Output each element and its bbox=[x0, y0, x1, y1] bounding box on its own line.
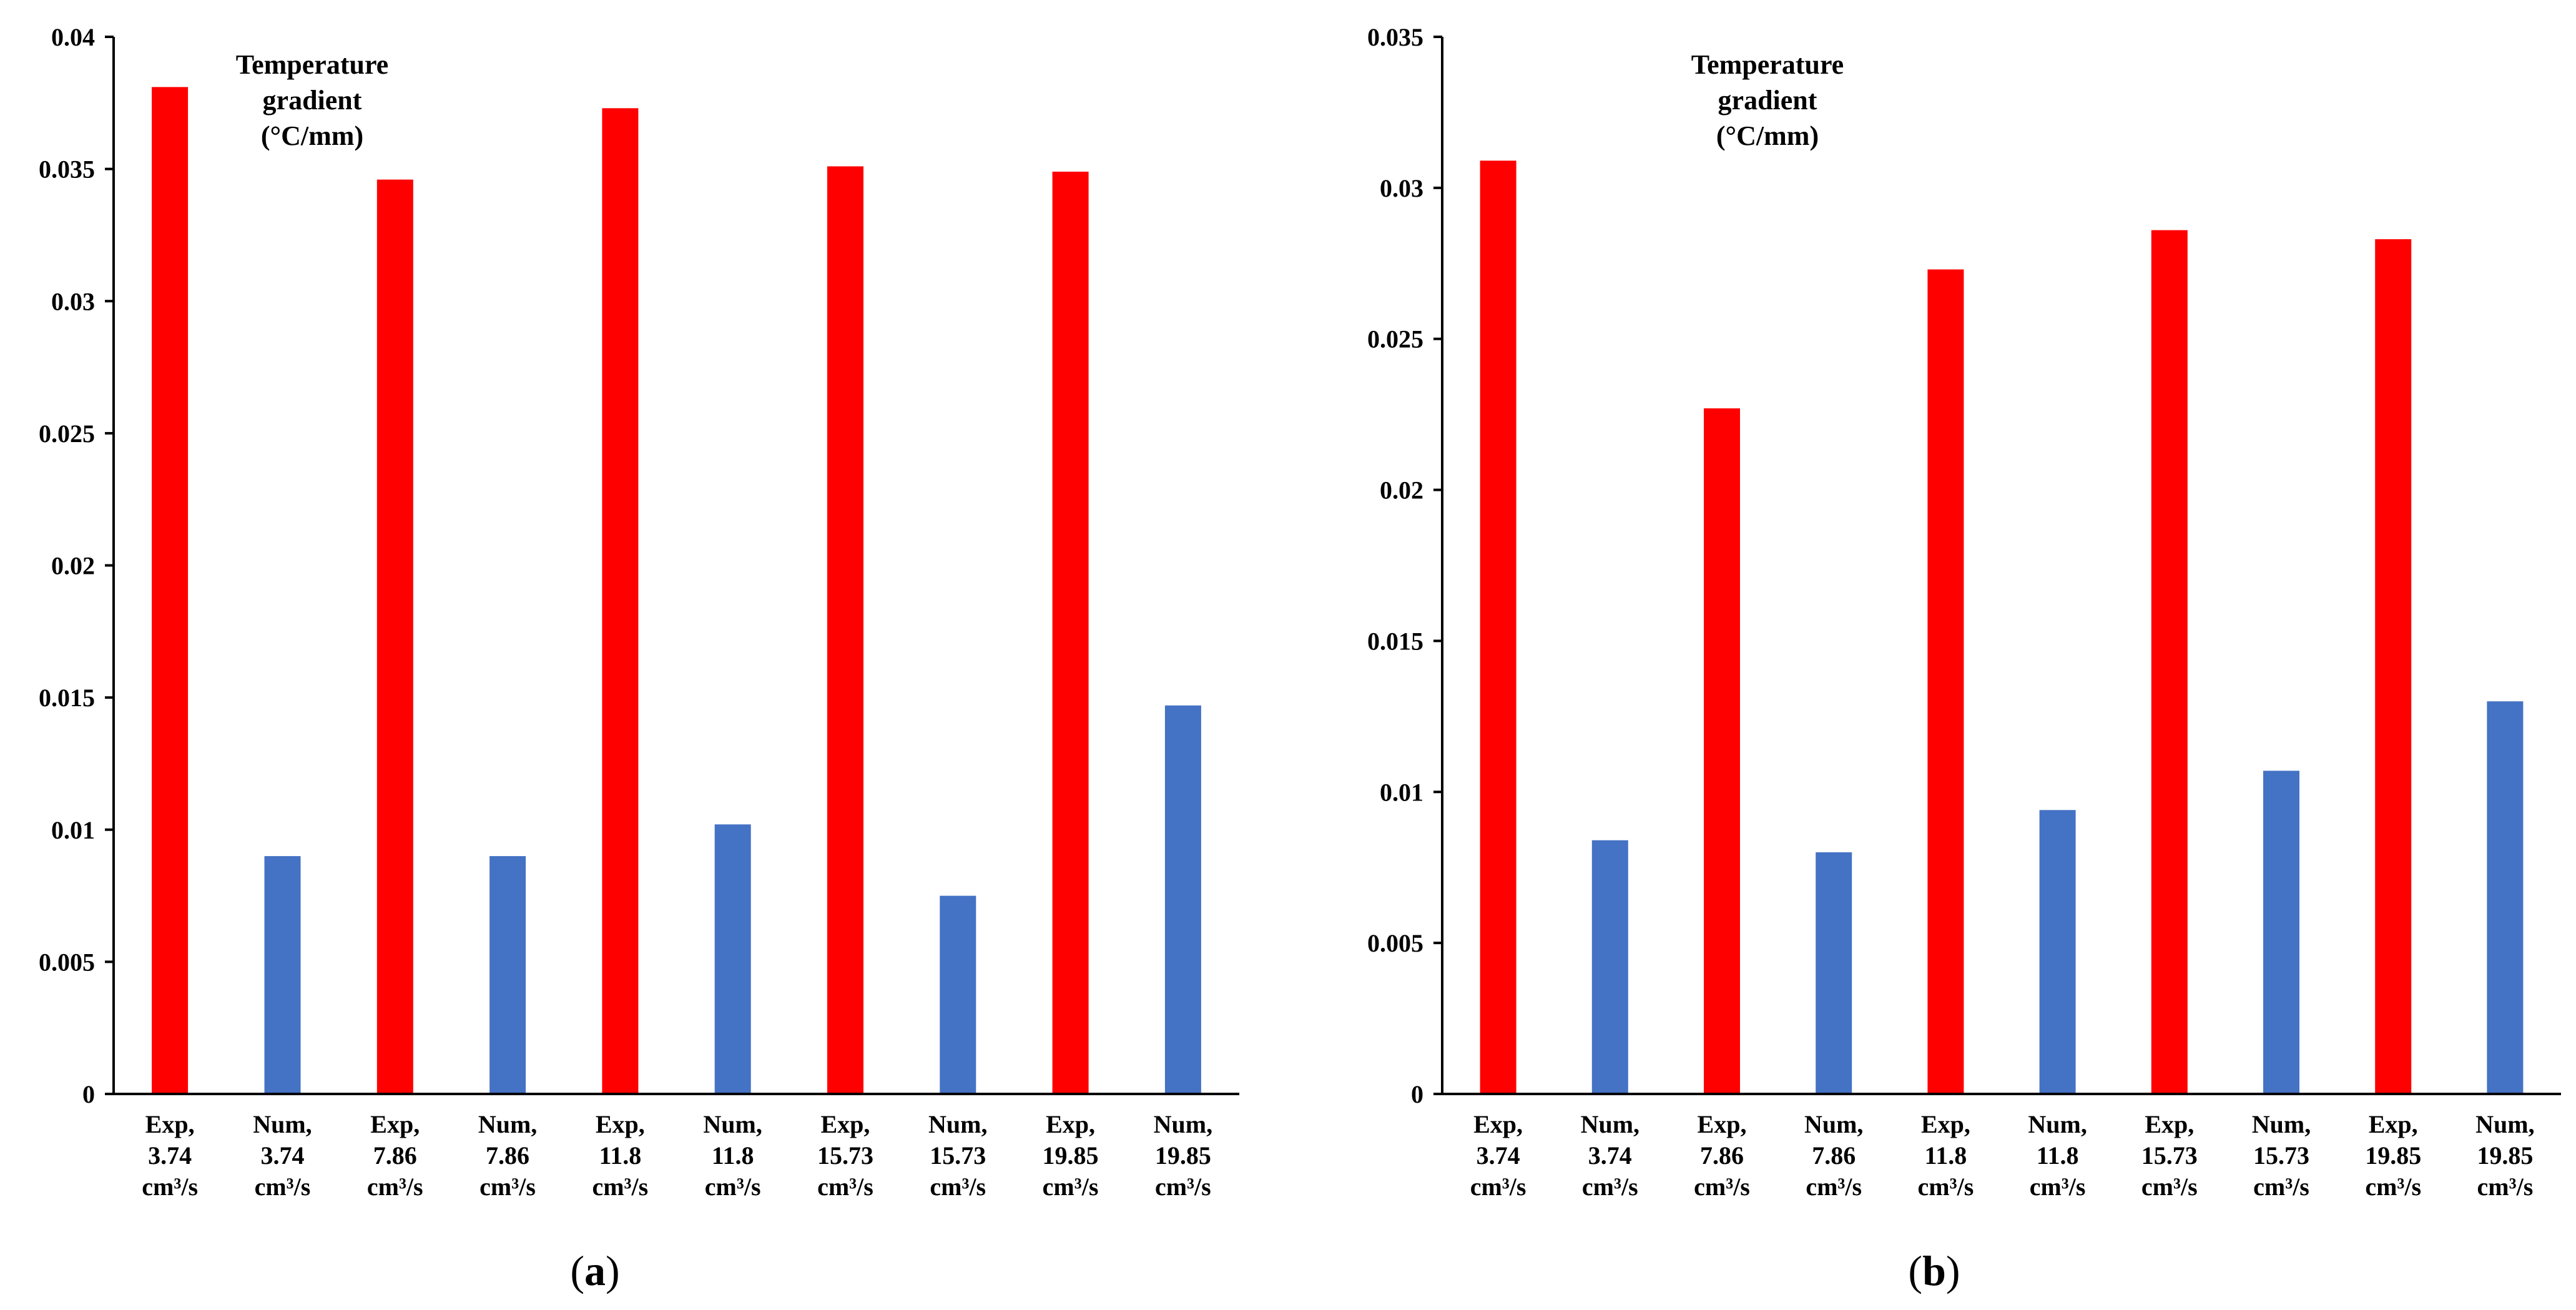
chart-a-category-label-0: Exp, 3.74 cm³/s bbox=[142, 1110, 198, 1201]
chart-b-ytick-label-7: 0.035 bbox=[1367, 23, 1423, 51]
chart-a-category-label-2: Exp, 7.86 cm³/s bbox=[367, 1110, 423, 1201]
chart-b-ytick-label-6: 0.03 bbox=[1380, 174, 1423, 202]
chart-a-category-label-5: Num, 11.8 cm³/s bbox=[703, 1110, 762, 1201]
chart-a-bar-7 bbox=[940, 895, 976, 1094]
chart-a-ytick-label-3: 0.015 bbox=[39, 684, 95, 712]
chart-a-category-label-3: Num, 7.86 cm³/s bbox=[478, 1110, 537, 1201]
chart-b-bar-9 bbox=[2487, 701, 2524, 1094]
chart-b-category-label-8: Exp, 19.85 cm³/s bbox=[2365, 1110, 2421, 1201]
chart-b-ytick-label-0: 0 bbox=[1411, 1080, 1423, 1108]
chart-a-bar-9 bbox=[1164, 705, 1201, 1094]
chart-a-bar-1 bbox=[264, 856, 301, 1094]
chart-a-ytick-label-4: 0.02 bbox=[51, 552, 95, 580]
chart-b-panel-caption: (b) bbox=[1908, 1247, 1960, 1294]
chart-b-svg: 0 0.005 0.01 0.015 0.02 0.025 0.03 0.035 Exp, 3.7… bbox=[1367, 23, 2561, 1294]
chart-panel-a: 0 0.005 0.01 0.015 0.02 0.025 0.03 0.035 0.04 Exp… bbox=[39, 23, 1239, 1294]
chart-panel-b: 0 0.005 0.01 0.015 0.02 0.025 0.03 0.035 Exp, 3.7… bbox=[1288, 0, 2576, 1310]
chart-b-bar-6 bbox=[2151, 230, 2188, 1095]
chart-b-bar-1 bbox=[1591, 840, 1628, 1094]
chart-a-title: Temperature gradient (°C/mm) bbox=[236, 49, 388, 151]
chart-a-svg: 0 0.005 0.01 0.015 0.02 0.025 0.03 0.035 0.04 Exp… bbox=[39, 23, 1239, 1294]
chart-b-bar-5 bbox=[2039, 810, 2076, 1094]
chart-a-ytick-label-2: 0.01 bbox=[51, 816, 95, 844]
chart-a-ytick-label-5: 0.025 bbox=[39, 420, 95, 448]
chart-a-category-label-1: Num, 3.74 cm³/s bbox=[253, 1110, 312, 1201]
chart-b-ytick-label-2: 0.01 bbox=[1380, 778, 1423, 806]
chart-b-ytick-label-4: 0.02 bbox=[1380, 476, 1423, 505]
chart-b-category-label-4: Exp, 11.8 cm³/s bbox=[1918, 1110, 1974, 1201]
chart-a-bar-6 bbox=[827, 166, 863, 1094]
chart-b-ytick-label-3: 0.015 bbox=[1367, 627, 1423, 655]
chart-a-bar-0 bbox=[152, 87, 189, 1094]
chart-a-bar-3 bbox=[489, 856, 526, 1094]
chart-b-category-label-1: Num, 3.74 cm³/s bbox=[1581, 1110, 1639, 1201]
chart-b-ytick-label-1: 0.005 bbox=[1367, 929, 1423, 957]
chart-a-bar-5 bbox=[714, 824, 751, 1094]
chart-a-ytick-label-0: 0 bbox=[82, 1080, 95, 1108]
chart-b-ytick-label-5: 0.025 bbox=[1367, 325, 1423, 353]
chart-a-ytick-label-8: 0.04 bbox=[51, 23, 95, 51]
chart-b-bar-4 bbox=[1927, 269, 1964, 1094]
chart-a-category-label-8: Exp, 19.85 cm³/s bbox=[1043, 1110, 1099, 1201]
chart-b-category-label-2: Exp, 7.86 cm³/s bbox=[1694, 1110, 1750, 1201]
chart-a-bar-8 bbox=[1052, 171, 1089, 1094]
chart-a-ytick-label-7: 0.035 bbox=[39, 155, 95, 184]
chart-b-bar-2 bbox=[1704, 408, 1740, 1094]
chart-a-category-label-4: Exp, 11.8 cm³/s bbox=[592, 1110, 648, 1201]
chart-b-category-label-9: Num, 19.85 cm³/s bbox=[2475, 1110, 2534, 1201]
chart-a-category-label-6: Exp, 15.73 cm³/s bbox=[817, 1110, 873, 1201]
chart-b-bar-7 bbox=[2263, 771, 2299, 1094]
chart-b-bar-0 bbox=[1480, 160, 1517, 1094]
chart-a-panel-caption: (a) bbox=[570, 1247, 619, 1294]
chart-b-category-label-6: Exp, 15.73 cm³/s bbox=[2141, 1110, 2198, 1201]
chart-a-bar-4 bbox=[602, 108, 639, 1094]
chart-b-category-label-3: Num, 7.86 cm³/s bbox=[1804, 1110, 1863, 1201]
chart-a-ytick-label-1: 0.005 bbox=[39, 948, 95, 976]
chart-b-title: Temperature gradient (°C/mm) bbox=[1691, 49, 1844, 151]
chart-b-category-label-5: Num, 11.8 cm³/s bbox=[2028, 1110, 2087, 1201]
chart-b-bar-3 bbox=[1816, 852, 1852, 1094]
chart-a-category-label-7: Num, 15.73 cm³/s bbox=[928, 1110, 987, 1201]
chart-b-bar-8 bbox=[2375, 239, 2412, 1095]
chart-a-bar-2 bbox=[376, 179, 413, 1095]
chart-a-category-label-9: Num, 19.85 cm³/s bbox=[1154, 1110, 1212, 1201]
chart-a-ytick-label-6: 0.03 bbox=[51, 287, 95, 315]
chart-b-category-label-0: Exp, 3.74 cm³/s bbox=[1470, 1110, 1526, 1201]
chart-b-category-label-7: Num, 15.73 cm³/s bbox=[2252, 1110, 2311, 1201]
